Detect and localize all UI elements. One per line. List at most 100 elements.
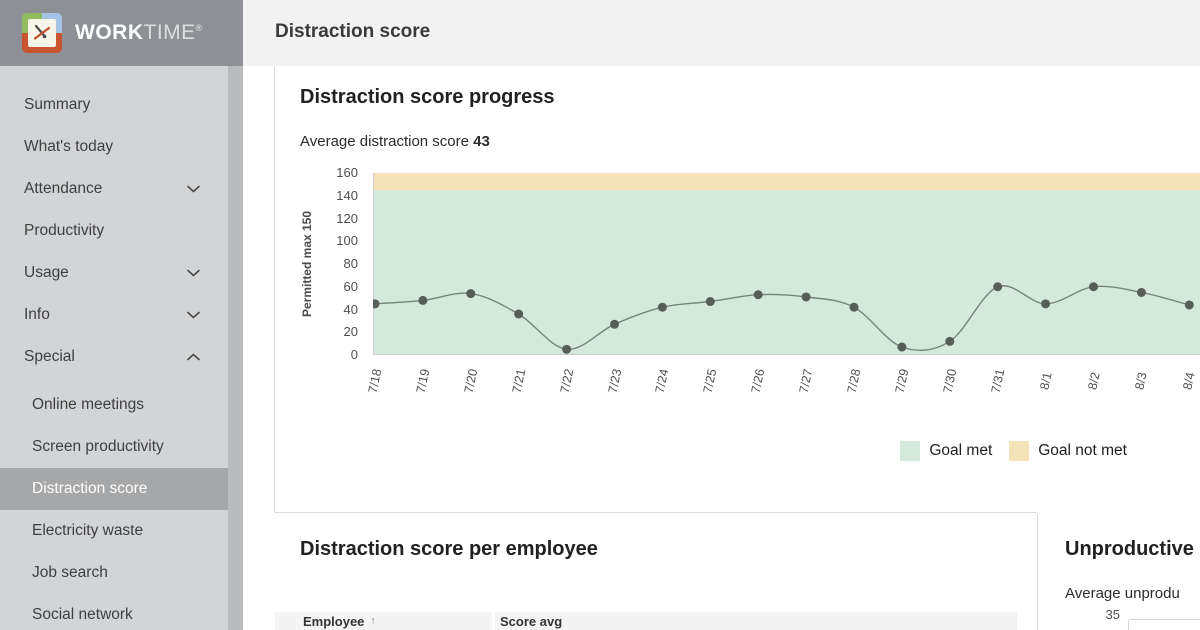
chart-plot-area bbox=[370, 173, 1200, 355]
sidebar-item-label: Online meetings bbox=[32, 396, 145, 413]
table-header-score-avg[interactable]: Score avg bbox=[495, 612, 1017, 630]
chevron-down-icon bbox=[187, 269, 200, 277]
legend-label: Goal met bbox=[929, 442, 993, 459]
chart-card-left-border bbox=[274, 66, 275, 512]
sidebar-sub-items: Online meetings Screen productivity Distra… bbox=[0, 384, 228, 630]
sidebar-item-label: Info bbox=[24, 306, 50, 323]
x-tick-label: 8/3 bbox=[1132, 371, 1151, 391]
sidebar-item-label: Job search bbox=[32, 564, 108, 581]
employee-column-label: Employee bbox=[303, 613, 365, 629]
x-tick-label: 7/19 bbox=[413, 367, 433, 395]
distraction-score-chart bbox=[370, 173, 1200, 355]
chevron-down-icon bbox=[187, 185, 200, 193]
sidebar-scrollbar[interactable] bbox=[228, 66, 243, 630]
x-tick-label: 7/20 bbox=[461, 367, 481, 395]
x-tick-label: 8/1 bbox=[1036, 371, 1055, 391]
y-tick-label: 160 bbox=[336, 165, 358, 180]
y-axis-label: Permitted max 150 bbox=[300, 210, 314, 318]
legend-item-goal-not-met[interactable]: Goal not met bbox=[1009, 441, 1135, 461]
employee-card-title: Distraction score per employee bbox=[300, 538, 598, 560]
chart-legend: Goal met Goal not met bbox=[900, 441, 1135, 461]
y-tick-label: 140 bbox=[336, 187, 358, 203]
sidebar-item-distraction-score[interactable]: Distraction score bbox=[0, 468, 228, 510]
data-point-7-29 bbox=[897, 342, 907, 352]
sidebar-item-online-meetings[interactable]: Online meetings bbox=[0, 384, 228, 426]
average-score-label: Average distraction score bbox=[300, 133, 474, 150]
y-tick-label: 100 bbox=[336, 233, 358, 249]
y-tick-label: 60 bbox=[343, 278, 358, 294]
data-point-7-26 bbox=[753, 290, 763, 300]
logo-bar: WORKTIME® bbox=[0, 0, 243, 66]
progress-card-title: Distraction score progress bbox=[300, 86, 555, 108]
sidebar-item-label: Screen productivity bbox=[32, 438, 164, 455]
sidebar-item-label: Electricity waste bbox=[32, 522, 144, 539]
sidebar-item-label: Social network bbox=[32, 606, 133, 623]
band-goal-met bbox=[373, 190, 1200, 355]
data-point-7-19 bbox=[418, 295, 428, 305]
sidebar-item-job-search[interactable]: Job search bbox=[0, 552, 228, 594]
sidebar-item-usage[interactable]: Usage bbox=[0, 252, 228, 294]
x-tick-label: 7/27 bbox=[796, 367, 816, 395]
y-tick-label: 20 bbox=[343, 324, 358, 340]
x-tick-label: 7/23 bbox=[605, 367, 624, 395]
data-point-8-1 bbox=[1041, 299, 1051, 309]
legend-swatch bbox=[900, 441, 921, 461]
sidebar-item-summary[interactable]: Summary bbox=[0, 84, 228, 126]
data-point-7-18 bbox=[370, 299, 380, 309]
data-point-7-22 bbox=[562, 344, 572, 354]
chevron-down-icon bbox=[187, 185, 200, 193]
x-tick-label: 7/28 bbox=[844, 367, 864, 395]
chevron-down-icon bbox=[187, 269, 200, 277]
x-tick-label: 7/29 bbox=[892, 367, 912, 395]
table-header-employee[interactable]: Employee ↑ bbox=[275, 612, 492, 630]
header-bar bbox=[243, 0, 1200, 66]
data-point-7-31 bbox=[993, 282, 1003, 292]
sidebar-item-social-network[interactable]: Social network bbox=[0, 594, 228, 630]
data-point-8-3 bbox=[1136, 287, 1146, 297]
y-tick-label: 0 bbox=[350, 347, 358, 362]
data-point-8-4 bbox=[1184, 300, 1194, 310]
sidebar-item-label: What's today bbox=[24, 138, 114, 155]
worktime-logo-icon bbox=[22, 13, 62, 53]
data-point-7-28 bbox=[849, 302, 859, 312]
chevron-down-icon bbox=[187, 311, 200, 319]
data-point-7-20 bbox=[466, 289, 476, 299]
unproductive-card-title: Unproductive bbox=[1065, 538, 1194, 560]
sidebar-item-special[interactable]: Special bbox=[0, 336, 228, 378]
x-tick-label: 7/21 bbox=[509, 367, 529, 395]
chevron-down-icon bbox=[187, 311, 200, 319]
sidebar-item-info[interactable]: Info bbox=[0, 294, 228, 336]
x-tick-label: 7/18 bbox=[365, 367, 385, 395]
sidebar-item-attendance[interactable]: Attendance bbox=[0, 168, 228, 210]
unproductive-card-subtitle: Average unprodu bbox=[1065, 585, 1180, 602]
sidebar-item-label: Special bbox=[24, 348, 75, 365]
average-score-value: 43 bbox=[473, 133, 490, 150]
sidebar-item-label: Distraction score bbox=[32, 480, 148, 497]
unproductive-chart-plot bbox=[1128, 619, 1200, 630]
page-title: Distraction score bbox=[275, 21, 431, 42]
y-tick-label: 120 bbox=[336, 210, 358, 226]
x-tick-label: 7/30 bbox=[940, 367, 960, 395]
x-tick-label: 8/4 bbox=[1180, 371, 1198, 391]
sidebar-item-screen-productivity[interactable]: Screen productivity bbox=[0, 426, 228, 468]
x-tick-label: 7/25 bbox=[700, 367, 720, 395]
sidebar-item-label: Usage bbox=[24, 264, 69, 281]
data-point-7-30 bbox=[945, 336, 955, 346]
sidebar-main-items: Summary What's today Attendance Productivit… bbox=[0, 66, 228, 378]
legend-label: Goal not met bbox=[1038, 442, 1127, 459]
progress-card-subtitle: Average distraction score 43 bbox=[300, 133, 490, 150]
score-avg-column-label: Score avg bbox=[500, 613, 563, 629]
sidebar-item-label: Productivity bbox=[24, 222, 105, 239]
sidebar-item-what-s-today[interactable]: What's today bbox=[0, 126, 228, 168]
sidebar-item-label: Summary bbox=[24, 96, 91, 113]
sidebar-item-productivity[interactable]: Productivity bbox=[0, 210, 228, 252]
data-point-7-21 bbox=[514, 309, 524, 319]
x-tick-label: 8/2 bbox=[1084, 371, 1103, 391]
y-tick-label: 40 bbox=[343, 301, 358, 317]
chevron-up-icon bbox=[187, 353, 200, 361]
sidebar-item-electricity-waste[interactable]: Electricity waste bbox=[0, 510, 228, 552]
x-tick-label: 7/24 bbox=[653, 367, 672, 395]
legend-item-goal-met[interactable]: Goal met bbox=[900, 441, 1000, 461]
worktime-logo-text[interactable]: WORKTIME® bbox=[75, 21, 203, 44]
